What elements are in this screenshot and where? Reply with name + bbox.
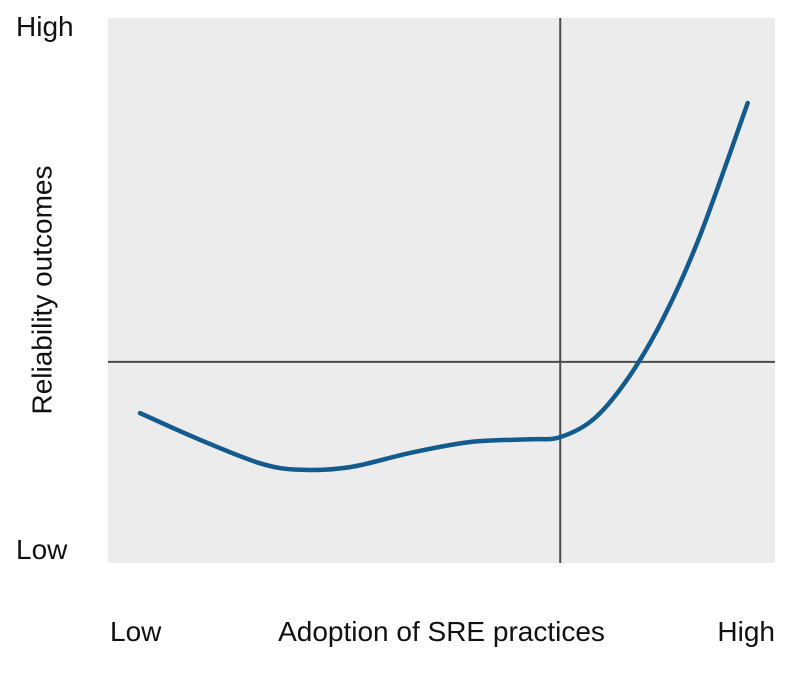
y-axis-title: Reliability outcomes (26, 165, 58, 415)
y-tick-high: High (16, 11, 74, 42)
x-tick-low: Low (110, 616, 162, 647)
curve-canvas (108, 18, 775, 563)
x-axis-title: Adoption of SRE practices (278, 616, 605, 647)
plot-area (108, 18, 775, 563)
x-tick-high: High (717, 616, 775, 647)
reliability-curve (137, 100, 750, 473)
y-tick-low: Low (16, 534, 68, 565)
